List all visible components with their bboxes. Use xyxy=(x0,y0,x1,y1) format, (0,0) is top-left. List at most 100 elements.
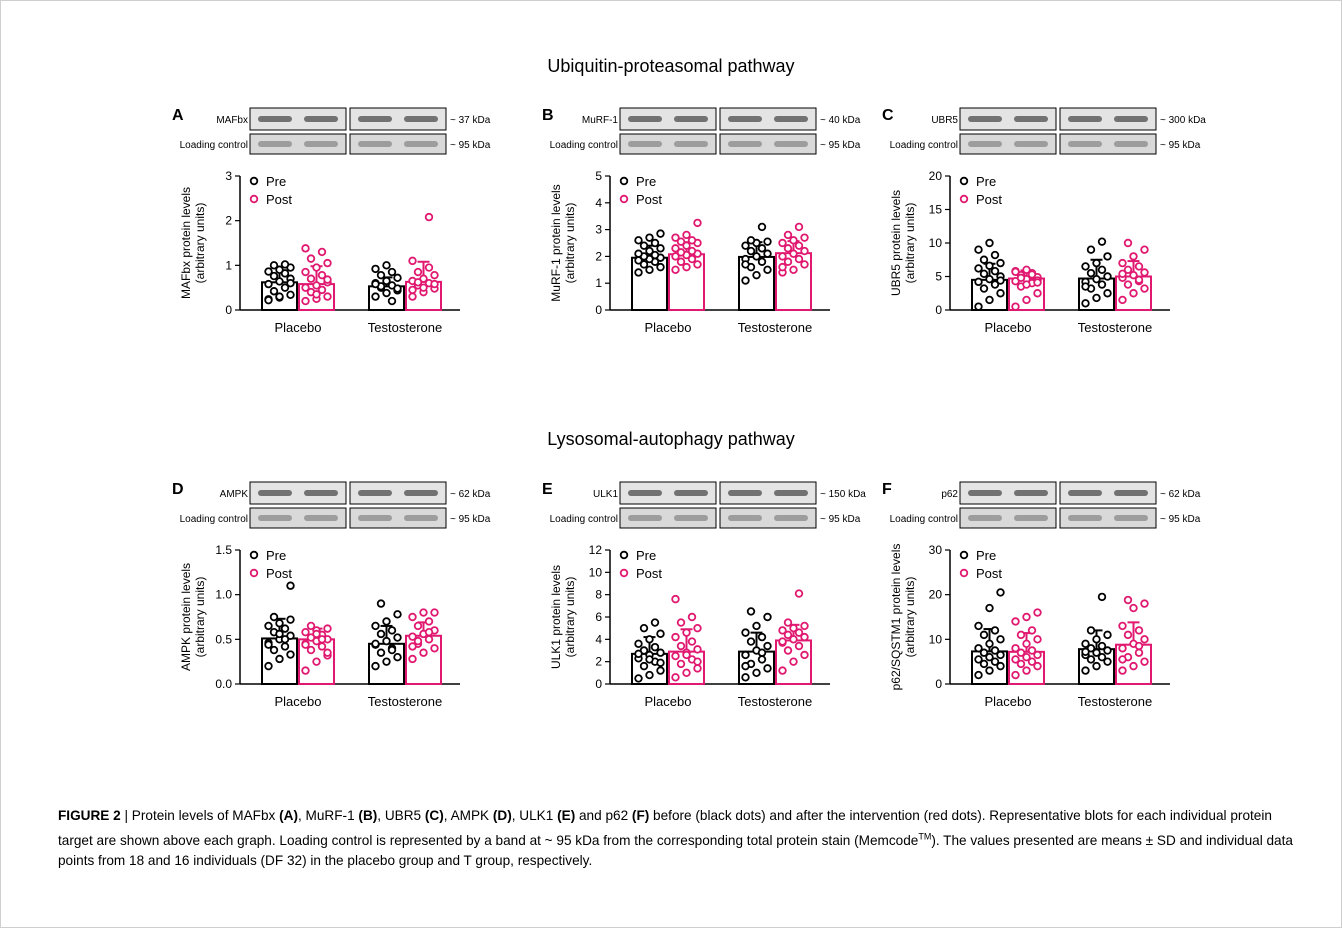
data-point xyxy=(1123,265,1133,274)
data-point xyxy=(671,233,680,242)
blot-size-label: ~ 62 kDa xyxy=(1160,489,1201,500)
data-point xyxy=(639,623,649,633)
data-point xyxy=(783,230,793,240)
legend-label: Post xyxy=(636,192,662,207)
data-point xyxy=(752,621,761,631)
data-point xyxy=(778,252,787,261)
data-point xyxy=(645,246,654,256)
data-point xyxy=(387,626,397,635)
blot-band xyxy=(358,490,392,496)
data-point xyxy=(778,238,787,248)
data-point xyxy=(1086,626,1096,635)
chart-svg-a: A MAFbx ~ 37 kDa Loading control ~ 95 kDa 0 1 2… xyxy=(172,107,491,335)
legend-marker xyxy=(619,568,629,578)
panel-letter: F xyxy=(882,481,892,498)
data-point xyxy=(1103,289,1112,298)
data-point xyxy=(301,244,310,253)
data-point xyxy=(746,637,756,646)
y-axis-label-line: (arbitrary units) xyxy=(903,577,917,658)
data-point xyxy=(382,636,391,646)
blot-frame xyxy=(349,507,447,529)
data-point xyxy=(794,628,804,637)
data-point xyxy=(757,222,767,232)
blot-size-label: ~ 95 kDa xyxy=(1160,140,1201,151)
data-point xyxy=(413,267,423,277)
data-point xyxy=(269,612,279,622)
data-point xyxy=(634,268,643,277)
data-point xyxy=(382,261,391,270)
data-point xyxy=(974,302,983,311)
y-tick-label: 1.0 xyxy=(215,588,232,602)
data-point xyxy=(682,628,691,637)
blot-band xyxy=(1114,116,1148,122)
blot-band xyxy=(628,490,662,496)
y-axis-label-line: AMPK protein levels xyxy=(179,563,193,671)
data-point xyxy=(741,661,750,671)
x-category-label: Testosterone xyxy=(1078,320,1152,335)
legend-marker xyxy=(959,568,969,578)
data-point xyxy=(783,257,793,266)
data-point xyxy=(1103,646,1112,655)
y-axis-label-line: (arbitrary units) xyxy=(903,203,917,284)
legend-marker xyxy=(959,550,969,560)
data-point xyxy=(430,608,439,617)
data-point xyxy=(393,273,402,283)
data-point xyxy=(323,275,332,284)
data-point xyxy=(682,262,691,272)
blot-frame xyxy=(619,507,717,529)
y-tick-label: 6 xyxy=(595,610,602,624)
data-point xyxy=(789,635,798,644)
data-point xyxy=(682,650,691,660)
data-point xyxy=(280,642,290,651)
y-axis-label: UBR5 protein levels (arbitrary units) xyxy=(889,190,917,296)
blot-frame xyxy=(619,133,717,155)
data-point xyxy=(763,249,772,258)
caption-text: Protein levels of MAFbx (A), MuRF-1 (B),… xyxy=(58,808,1293,868)
blot-frame xyxy=(719,107,817,131)
data-point xyxy=(1033,608,1042,617)
data-point xyxy=(312,281,321,290)
data-point xyxy=(1103,252,1112,261)
data-point xyxy=(990,646,1000,655)
legend-marker xyxy=(619,550,629,560)
blot-size-label: ~ 62 kDa xyxy=(450,489,491,500)
legend-label: Post xyxy=(266,192,292,207)
data-point xyxy=(763,641,772,651)
data-point xyxy=(741,628,750,637)
data-point xyxy=(275,277,284,286)
blot-label: ULK1 xyxy=(593,489,618,500)
data-point xyxy=(264,640,273,649)
data-point xyxy=(687,637,697,646)
data-point xyxy=(1134,275,1144,285)
y-axis-label-line: ULK1 protein levels xyxy=(549,565,563,669)
data-point xyxy=(645,635,654,644)
data-point xyxy=(639,260,649,269)
data-point xyxy=(634,674,643,683)
data-point xyxy=(1011,670,1020,680)
data-point xyxy=(1118,655,1127,664)
data-point xyxy=(1022,666,1031,675)
data-point xyxy=(789,265,798,274)
data-point xyxy=(269,645,279,655)
blot-label: Loading control xyxy=(180,140,248,151)
data-point xyxy=(645,233,654,242)
data-point xyxy=(671,632,680,642)
blot-band xyxy=(1068,116,1102,122)
blot-frame xyxy=(349,133,447,155)
data-point xyxy=(382,657,391,666)
data-point xyxy=(974,655,983,664)
blot-frame xyxy=(719,133,817,155)
data-point xyxy=(676,618,686,627)
data-point xyxy=(671,594,680,604)
data-point xyxy=(1097,280,1107,289)
data-point xyxy=(639,241,649,250)
data-point xyxy=(1103,630,1112,640)
blot-band xyxy=(774,515,808,521)
y-tick-label: 0 xyxy=(935,677,942,691)
data-point xyxy=(419,608,428,617)
data-point xyxy=(800,260,809,269)
data-point xyxy=(312,657,321,666)
y-tick-label: 5 xyxy=(935,270,942,284)
chart-svg-b: B MuRF-1 ~ 40 kDa Loading control ~ 95 kDa 0 1… xyxy=(542,107,861,335)
